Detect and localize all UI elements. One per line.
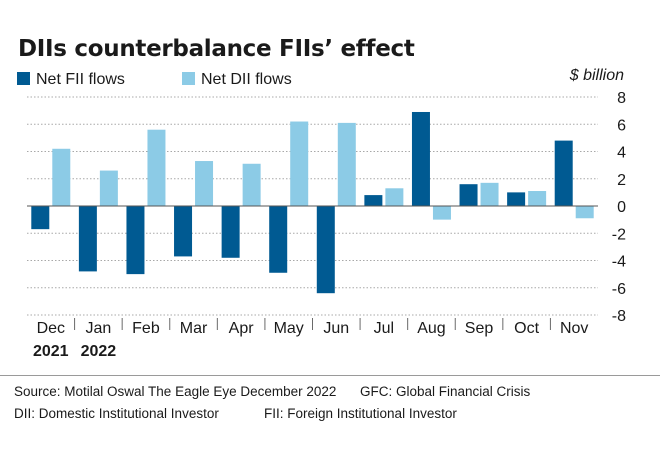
- x-axis-labels: Dec Jan Feb Mar Apr May Jun Jul Aug Sep Oct Nov 2021…: [33, 318, 588, 360]
- y-tick-label: 0: [617, 199, 626, 216]
- source-note: Source: Motilal Oswal The Eagle Eye Dece…: [14, 384, 337, 399]
- x-tick-label-jul: Jul: [374, 320, 394, 337]
- x-tick-label-oct: Oct: [514, 320, 539, 337]
- bar-net-fii-flows-jun: [316, 206, 335, 294]
- bar-net-dii-flows-aug: [432, 206, 451, 220]
- bar-net-fii-flows-mar: [174, 206, 193, 257]
- legend-label-net-fii-flows: Net FII flows: [36, 71, 125, 88]
- x-tick-label-nov: Nov: [560, 320, 588, 337]
- x-tick-label-mar: Mar: [180, 320, 208, 337]
- dii-note: DII: Domestic Institutional Investor: [14, 406, 219, 421]
- bar-chart: Net FII flows Net DII flows $ billion 8 6 4…: [17, 67, 626, 360]
- y-tick-label: -8: [612, 308, 626, 325]
- bar-net-dii-flows-jan: [99, 170, 118, 206]
- bar-net-dii-flows-dec: [52, 148, 71, 206]
- x-tick-label-jun: Jun: [323, 320, 349, 337]
- legend-swatch-net-fii-flows: [17, 72, 30, 85]
- chart-title: DIIs counterbalance FIIs’ effect: [18, 36, 415, 62]
- bar-net-dii-flows-may: [290, 121, 309, 206]
- bar-net-dii-flows-jul: [385, 188, 404, 206]
- x-tick-label-apr: Apr: [229, 320, 255, 337]
- legend-label-net-dii-flows: Net DII flows: [201, 71, 292, 88]
- y-tick-label: -2: [612, 226, 626, 243]
- y-tick-label: -6: [612, 281, 626, 298]
- legend-swatch-net-dii-flows: [182, 72, 195, 85]
- bar-net-dii-flows-oct: [528, 191, 547, 206]
- x-tick-label-jan: Jan: [85, 320, 111, 337]
- x-year-label-2021: 2021: [33, 343, 69, 360]
- legend: Net FII flows Net DII flows: [17, 71, 292, 88]
- footer-divider: [0, 375, 660, 376]
- bars: [31, 111, 594, 294]
- gfc-note: GFC: Global Financial Crisis: [360, 384, 531, 399]
- bar-net-dii-flows-nov: [575, 206, 594, 219]
- y-tick-label: -4: [612, 254, 626, 271]
- y-tick-label: 2: [617, 172, 626, 189]
- y-tick-label: 8: [617, 90, 626, 107]
- x-tick-label-may: May: [274, 320, 304, 337]
- bar-net-fii-flows-may: [269, 206, 288, 273]
- gridlines: [27, 96, 598, 316]
- bar-net-fii-flows-dec: [31, 206, 50, 230]
- y-axis-unit-label: $ billion: [569, 67, 624, 84]
- bar-net-fii-flows-aug: [411, 111, 430, 206]
- x-tick-label-sep: Sep: [465, 320, 494, 337]
- x-tick-label-aug: Aug: [417, 320, 445, 337]
- bar-net-dii-flows-mar: [195, 161, 214, 206]
- bar-net-fii-flows-apr: [221, 206, 240, 258]
- y-tick-label: 4: [617, 145, 626, 162]
- x-tick-label-dec: Dec: [37, 320, 65, 337]
- bar-net-fii-flows-nov: [554, 140, 573, 206]
- x-tick-label-feb: Feb: [132, 320, 160, 337]
- bar-net-fii-flows-jan: [78, 206, 97, 272]
- bar-net-fii-flows-oct: [507, 192, 526, 206]
- fii-note: FII: Foreign Institutional Investor: [264, 406, 457, 421]
- y-tick-label: 6: [617, 117, 626, 134]
- y-axis-ticks: 8 6 4 2 0 -2 -4 -6 -8: [612, 90, 626, 325]
- bar-net-fii-flows-jul: [364, 195, 383, 206]
- bar-net-fii-flows-feb: [126, 206, 145, 275]
- bar-net-fii-flows-sep: [459, 184, 478, 206]
- bar-net-dii-flows-sep: [480, 182, 499, 206]
- bar-net-dii-flows-apr: [242, 163, 261, 206]
- bar-net-dii-flows-jun: [337, 122, 356, 206]
- x-year-label-2022: 2022: [81, 343, 117, 360]
- bar-net-dii-flows-feb: [147, 129, 166, 206]
